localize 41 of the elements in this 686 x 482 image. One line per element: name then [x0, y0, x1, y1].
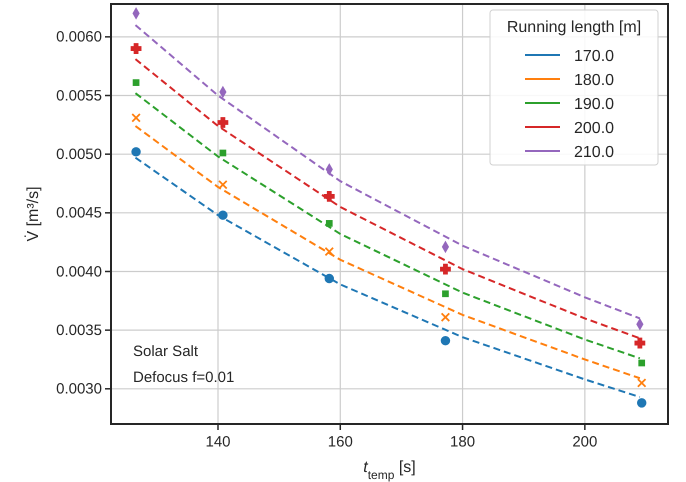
- point: [218, 210, 228, 220]
- point: [131, 113, 141, 123]
- point: [440, 312, 450, 322]
- y-tick-label: 0.0030: [56, 380, 102, 398]
- x-axis-title: t$_{temp}$ [s]: [363, 459, 416, 482]
- point: [217, 117, 228, 128]
- point: [440, 264, 451, 275]
- y-tick-label: 0.0060: [56, 28, 102, 46]
- point: [636, 378, 646, 388]
- legend-label: 200.0: [574, 120, 614, 137]
- legend-label: 170.0: [574, 48, 614, 65]
- annotation: Solar Salt: [133, 343, 199, 360]
- x-tick-label: 140: [205, 434, 231, 450]
- point: [132, 79, 140, 86]
- point: [638, 360, 646, 366]
- point: [634, 338, 646, 348]
- point: [220, 150, 226, 156]
- point: [440, 336, 450, 346]
- point: [326, 220, 333, 227]
- y-tick-label: 0.0050: [56, 146, 102, 163]
- point: [324, 191, 335, 202]
- point: [131, 147, 141, 157]
- point: [636, 398, 646, 408]
- point: [442, 290, 449, 298]
- legend-title: Running length [m]: [506, 19, 642, 36]
- x-tick-label: 200: [572, 434, 598, 450]
- point: [324, 274, 334, 284]
- y-tick-label: 0.0035: [56, 322, 102, 339]
- point: [324, 246, 334, 256]
- point: [218, 180, 228, 190]
- point: [130, 43, 142, 54]
- legend-label: 210.0: [574, 144, 614, 161]
- legend-label: 180.0: [574, 72, 614, 89]
- x-tick-label: 160: [328, 434, 353, 450]
- y-tick-label: 0.0040: [56, 263, 102, 280]
- x-tick-label: 180: [450, 434, 476, 450]
- y-axis-title: V̇ [m³/s]: [24, 186, 42, 242]
- annotation: Defocus f=0.01: [133, 369, 234, 386]
- legend-label: 190.0: [574, 96, 614, 113]
- y-tick-label: 0.0055: [56, 87, 102, 104]
- y-tick-label: 0.0045: [56, 204, 102, 222]
